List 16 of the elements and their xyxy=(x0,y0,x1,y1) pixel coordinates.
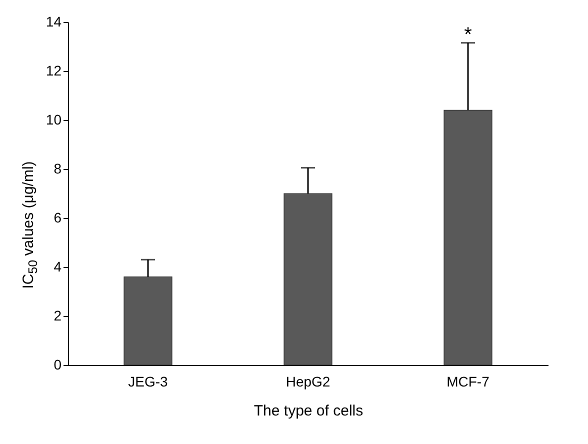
y-tick-label: 0 xyxy=(54,356,62,372)
y-tick-label: 6 xyxy=(54,210,62,226)
annotation: * xyxy=(464,24,472,46)
bar xyxy=(284,193,332,366)
x-tick-label: JEG-3 xyxy=(128,374,168,390)
y-tick-label: 12 xyxy=(46,62,62,78)
y-tick-label: 4 xyxy=(54,258,62,274)
y-tick-label: 8 xyxy=(54,160,62,176)
y-tick-label: 10 xyxy=(46,112,62,128)
x-tick-label: MCF-7 xyxy=(446,374,490,390)
x-tick-label: HepG2 xyxy=(286,374,330,390)
y-tick-label: 14 xyxy=(46,14,62,30)
bar xyxy=(124,276,172,366)
x-axis-title: The type of cells xyxy=(254,402,364,420)
bar xyxy=(444,110,492,366)
y-tick-label: 2 xyxy=(54,308,62,324)
